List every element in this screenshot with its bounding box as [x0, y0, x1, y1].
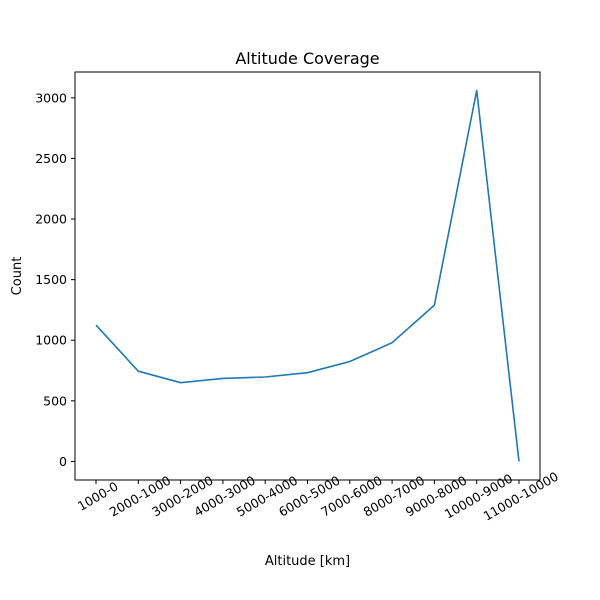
- y-tick-label: 1000: [35, 333, 67, 348]
- y-tick-label: 0: [59, 454, 67, 469]
- plot-area: 0500100015002000250030001000-02000-10003…: [35, 89, 561, 524]
- y-axis-label: Count: [10, 257, 25, 296]
- x-axis-label: Altitude [km]: [265, 554, 350, 569]
- series-line: [95, 89, 520, 462]
- chart-title: Altitude Coverage: [235, 49, 379, 68]
- y-tick-label: 500: [43, 393, 67, 408]
- y-tick-label: 2500: [35, 151, 67, 166]
- y-tick-label: 2000: [35, 212, 67, 227]
- axes-frame: [74, 71, 541, 481]
- y-tick-label: 3000: [35, 90, 67, 105]
- y-tick-label: 1500: [35, 272, 67, 287]
